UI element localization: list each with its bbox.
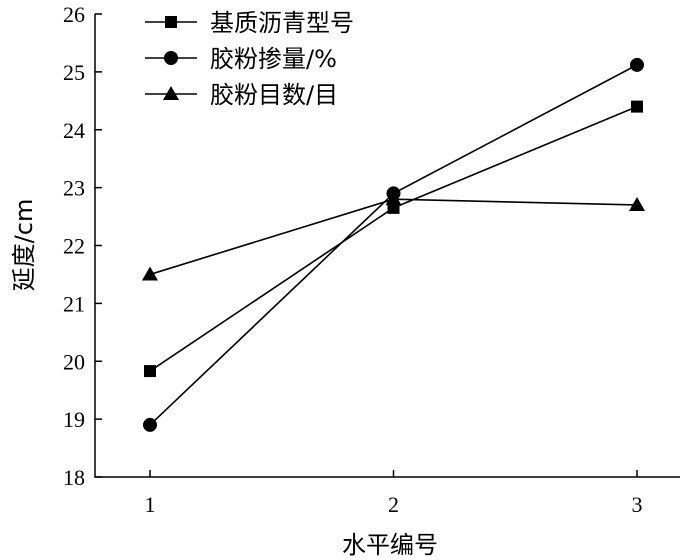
- legend-marker: [163, 86, 179, 100]
- legend-marker: [165, 16, 177, 28]
- series-circle: [143, 57, 644, 432]
- x-axis-ticks: 1 2 3: [145, 470, 643, 517]
- data-point: [629, 196, 645, 211]
- y-tick-label: 19: [63, 407, 85, 432]
- y-axis-ticks: 18 19 20 21 22 23 24 25 26: [63, 2, 102, 490]
- legend-item: 胶粉目数/目: [145, 81, 338, 109]
- legend-marker: [164, 51, 178, 65]
- y-tick-label: 24: [63, 118, 85, 143]
- x-axis-title: 水平编号: [342, 531, 438, 559]
- data-point: [631, 100, 643, 113]
- axis-frame: [94, 14, 680, 478]
- y-tick-label: 18: [63, 465, 85, 490]
- series-square: [144, 100, 643, 378]
- legend-label: 胶粉目数/目: [210, 81, 338, 109]
- y-axis-title: 延度/cm: [10, 199, 38, 292]
- legend-item: 胶粉掺量/%: [145, 45, 337, 73]
- legend-label: 基质沥青型号: [210, 9, 354, 37]
- data-point: [142, 266, 158, 281]
- y-tick-label: 23: [63, 176, 85, 201]
- series-group: [142, 57, 645, 432]
- legend-item: 基质沥青型号: [145, 9, 354, 37]
- legend-label: 胶粉掺量/%: [210, 45, 337, 73]
- data-point: [385, 191, 402, 206]
- y-tick-label: 22: [63, 234, 85, 259]
- data-point: [144, 365, 156, 378]
- x-tick-label: 2: [388, 492, 399, 517]
- series-line: [149, 105, 638, 372]
- data-point: [630, 57, 644, 72]
- data-point: [143, 417, 157, 432]
- axes: [94, 14, 680, 478]
- y-tick-label: 26: [63, 2, 85, 27]
- y-tick-label: 25: [63, 60, 85, 85]
- x-tick-label: 1: [145, 492, 156, 517]
- y-tick-label: 21: [63, 291, 85, 316]
- x-tick-label: 3: [632, 492, 643, 517]
- series-triangle: [142, 191, 645, 281]
- series-line: [149, 64, 638, 426]
- y-tick-label: 20: [63, 349, 85, 374]
